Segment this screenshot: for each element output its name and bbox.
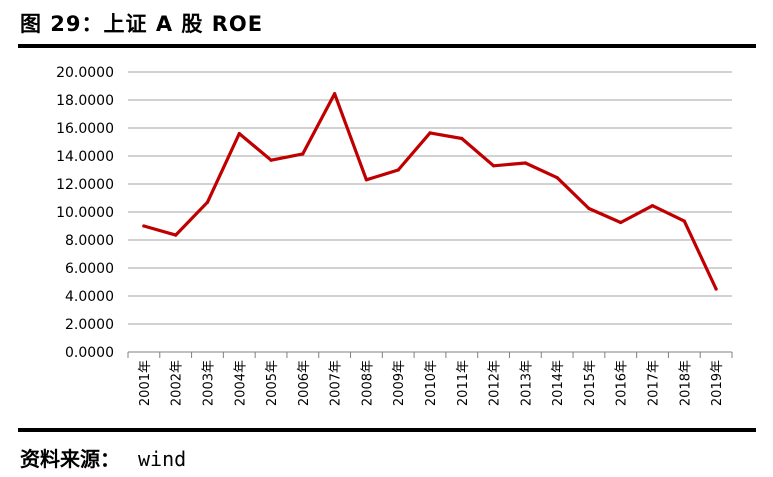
data-point	[364, 178, 369, 182]
y-tick-label: 4.0000	[65, 289, 114, 305]
source-value: wind	[138, 447, 187, 471]
roe-series-line	[142, 92, 718, 291]
y-tick-label: 6.0000	[65, 261, 114, 277]
x-tick-label: 2013年	[519, 360, 534, 406]
figure-title: 图 29：上证 A 股 ROE	[20, 12, 264, 36]
x-tick-label: 2017年	[647, 360, 662, 406]
y-tick-label: 18.0000	[56, 93, 114, 109]
series-layer	[142, 92, 718, 291]
data-point	[428, 131, 432, 135]
gridlines	[128, 71, 732, 325]
bottom-rule	[18, 428, 756, 432]
x-tick-label: 2003年	[201, 360, 216, 406]
x-tick-label: 2008年	[360, 360, 375, 406]
x-tick-label: 2018年	[678, 360, 693, 406]
y-tick-label: 14.0000	[56, 149, 114, 165]
data-point	[587, 206, 591, 211]
x-tick-label: 2005年	[265, 360, 280, 406]
y-tick-label: 0.0000	[65, 345, 114, 361]
x-tick-labels: 2001年 2002年 2003年 2004年 2005年 2006年 2007年 2008年…	[138, 360, 725, 406]
x-tick-label: 2012年	[488, 360, 503, 406]
data-point	[174, 233, 178, 237]
x-tick-label: 2006年	[297, 360, 312, 406]
data-point	[396, 168, 400, 172]
data-point	[333, 92, 337, 96]
y-tick-label: 12.0000	[56, 177, 114, 193]
y-tick-label: 10.0000	[56, 205, 114, 221]
x-tick-label: 2007年	[329, 360, 344, 406]
data-point	[619, 220, 623, 225]
data-point	[523, 161, 527, 165]
data-point	[142, 224, 146, 228]
axes	[127, 351, 733, 358]
x-tick-label: 2010年	[424, 360, 439, 406]
data-point	[682, 219, 686, 223]
data-point	[491, 164, 496, 168]
data-point	[650, 204, 655, 208]
data-point	[555, 176, 559, 180]
data-point	[269, 158, 273, 162]
data-point	[714, 287, 718, 291]
y-tick-label: 2.0000	[65, 317, 114, 333]
x-tick-label: 2015年	[583, 360, 598, 406]
data-point	[205, 200, 210, 204]
top-rule	[18, 44, 756, 48]
x-tick-label: 2016年	[615, 360, 630, 406]
y-tick-labels: 0.0000 2.0000 4.0000 6.0000 8.0000 10.0000 12.…	[56, 65, 114, 361]
source-note: 资料来源： wind	[20, 443, 186, 472]
x-tick-label: 2014年	[551, 360, 566, 406]
roe-line-chart: 0.0000 2.0000 4.0000 6.0000 8.0000 10.0000 12.…	[56, 65, 733, 406]
y-tick-label: 20.0000	[56, 65, 114, 81]
y-tick-label: 16.0000	[56, 121, 114, 137]
data-point	[460, 136, 464, 141]
x-tick-label: 2011年	[456, 360, 471, 406]
x-tick-label: 2001年	[138, 360, 153, 406]
y-tick-label: 8.0000	[65, 233, 114, 249]
data-point	[237, 132, 241, 136]
data-point	[301, 152, 305, 156]
x-tick-label: 2004年	[233, 360, 248, 406]
x-tick-label: 2009年	[392, 360, 407, 406]
source-label: 资料来源：	[20, 447, 120, 471]
x-tick-label: 2019年	[710, 360, 725, 406]
x-tick-label: 2002年	[170, 360, 185, 406]
